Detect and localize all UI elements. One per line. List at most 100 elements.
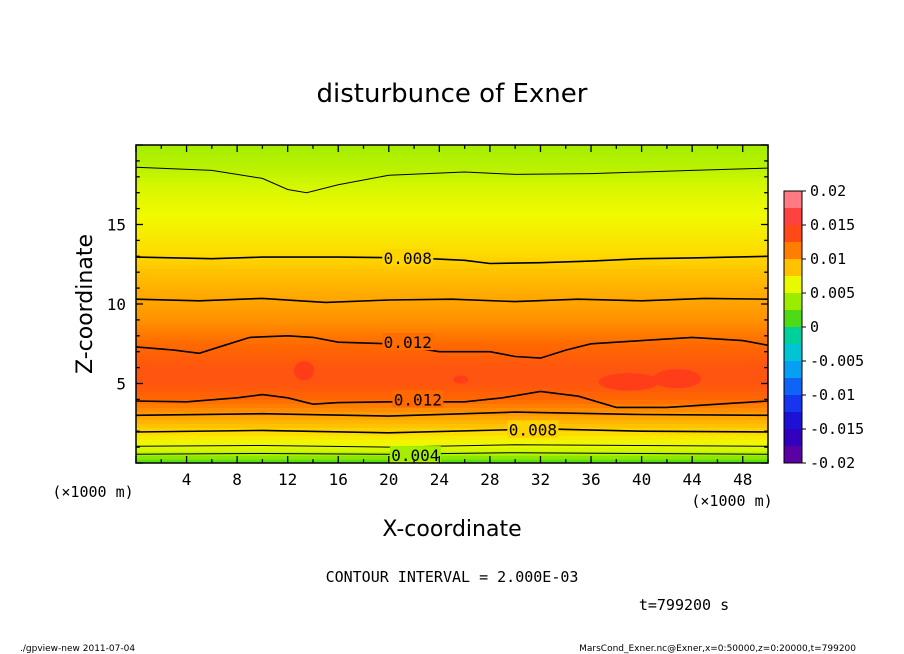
x-tick-label: 24 bbox=[430, 470, 449, 489]
contour-label-bg bbox=[507, 420, 559, 438]
field-band bbox=[136, 351, 768, 357]
field-band bbox=[136, 439, 768, 444]
contour-labels: 0.008 0.012 0.012 0.008 0.004 bbox=[382, 248, 559, 465]
field-band bbox=[136, 395, 768, 400]
field-band bbox=[136, 220, 768, 226]
colorbar-cell bbox=[784, 327, 802, 345]
field-band bbox=[136, 284, 768, 289]
field-band bbox=[136, 145, 768, 150]
contour-interval-text: CONTOUR INTERVAL = 2.000E-03 bbox=[326, 568, 579, 586]
colorbar-tick-label: -0.02 bbox=[810, 454, 855, 472]
field-band bbox=[136, 192, 768, 198]
field-band bbox=[136, 431, 768, 436]
field-band bbox=[136, 168, 768, 174]
colorbar-cell bbox=[784, 412, 802, 430]
field-band bbox=[136, 415, 768, 420]
field-band bbox=[136, 419, 768, 424]
field-band bbox=[136, 164, 768, 170]
field-maximum-blob bbox=[598, 373, 660, 391]
field-band bbox=[136, 359, 768, 365]
x-tick-label: 4 bbox=[182, 470, 192, 489]
colorbar-tick-label: -0.01 bbox=[810, 386, 855, 404]
color-bands bbox=[136, 145, 768, 463]
field-band bbox=[136, 315, 768, 321]
contour-label-bg bbox=[392, 390, 444, 408]
colorbar-tick-label: -0.015 bbox=[810, 420, 864, 438]
colorbar-tick-label: -0.005 bbox=[810, 352, 864, 370]
field-band bbox=[136, 152, 768, 158]
contour-label-bg bbox=[382, 333, 434, 351]
x-axis-label: X-coordinate bbox=[382, 517, 521, 542]
x-tick-label: 40 bbox=[632, 470, 651, 489]
field-band bbox=[136, 256, 768, 261]
field-maximum-blob bbox=[652, 369, 702, 389]
field-maximum-blob bbox=[294, 361, 315, 381]
contour-label: 0.012 bbox=[394, 390, 442, 409]
field-band bbox=[136, 435, 768, 440]
field-band bbox=[136, 323, 768, 329]
contour-line bbox=[136, 452, 768, 455]
field-band bbox=[136, 280, 768, 285]
contour-label: 0.012 bbox=[384, 333, 432, 352]
field-band bbox=[136, 260, 768, 265]
colorbar-tick-label: 0 bbox=[810, 318, 819, 336]
y-tick-labels: 5 10 15 bbox=[107, 216, 126, 394]
contour-label: 0.008 bbox=[509, 421, 557, 440]
x-tick-label: 48 bbox=[733, 470, 752, 489]
field-band bbox=[136, 188, 768, 194]
colorbar-cell bbox=[784, 361, 802, 379]
x-tick-label: 28 bbox=[480, 470, 499, 489]
contour-line bbox=[136, 411, 768, 417]
field-band bbox=[136, 180, 768, 186]
colorbar-cell bbox=[784, 242, 802, 260]
axis-ticks bbox=[135, 144, 769, 464]
x-tick-label: 16 bbox=[329, 470, 348, 489]
x-tick-label: 36 bbox=[581, 470, 600, 489]
footer-left: ./gpview-new 2011-07-04 bbox=[20, 644, 135, 654]
x-tick-label: 32 bbox=[531, 470, 550, 489]
y-axis-label: Z-coordinate bbox=[73, 234, 98, 374]
field-band bbox=[136, 288, 768, 293]
field-band bbox=[136, 176, 768, 182]
contour-line bbox=[136, 334, 768, 359]
high-value-blobs bbox=[294, 361, 702, 391]
colorbar: 0.02 0.015 0.01 0.005 0 -0.005 -0.01 -0.015 -0.0… bbox=[783, 182, 864, 472]
colorbar-cell bbox=[784, 191, 802, 209]
field-band bbox=[136, 311, 768, 317]
colorbar-tick-label: 0.005 bbox=[810, 284, 855, 302]
field-band bbox=[136, 387, 768, 393]
field-band bbox=[136, 272, 768, 277]
chart-title: disturbunce of Exner bbox=[317, 79, 588, 109]
footer-right: MarsCond_Exner.nc@Exner,x=0:50000,z=0:20… bbox=[579, 644, 856, 654]
colorbar-cell bbox=[784, 378, 802, 396]
field-band bbox=[136, 407, 768, 412]
y-tick-label: 10 bbox=[107, 295, 126, 314]
field-band bbox=[136, 459, 768, 463]
colorbar-cells bbox=[784, 191, 802, 464]
field-band bbox=[136, 331, 768, 337]
x-tick-label: 12 bbox=[278, 470, 297, 489]
field-maximum-blob bbox=[453, 375, 469, 384]
field-band bbox=[136, 216, 768, 222]
colorbar-cell bbox=[784, 259, 802, 277]
field-band bbox=[136, 264, 768, 269]
field-band bbox=[136, 300, 768, 305]
contour-lines bbox=[136, 166, 768, 455]
contour-line bbox=[136, 297, 768, 304]
field-band bbox=[136, 236, 768, 241]
field-band bbox=[136, 200, 768, 206]
colorbar-cell bbox=[784, 429, 802, 447]
colorbar-tick-label: 0.015 bbox=[810, 216, 855, 234]
field-band bbox=[136, 296, 768, 301]
colorbar-cell bbox=[784, 395, 802, 413]
field-band bbox=[136, 327, 768, 333]
field-band bbox=[136, 228, 768, 234]
field-band bbox=[136, 304, 768, 309]
y-tick-label: 5 bbox=[116, 375, 126, 394]
field-band bbox=[136, 172, 768, 178]
field-band bbox=[136, 427, 768, 432]
field-band bbox=[136, 240, 768, 245]
field-band bbox=[136, 391, 768, 397]
field-band bbox=[136, 347, 768, 353]
plot-area: 0.008 0.012 0.012 0.008 0.004 bbox=[135, 144, 769, 465]
